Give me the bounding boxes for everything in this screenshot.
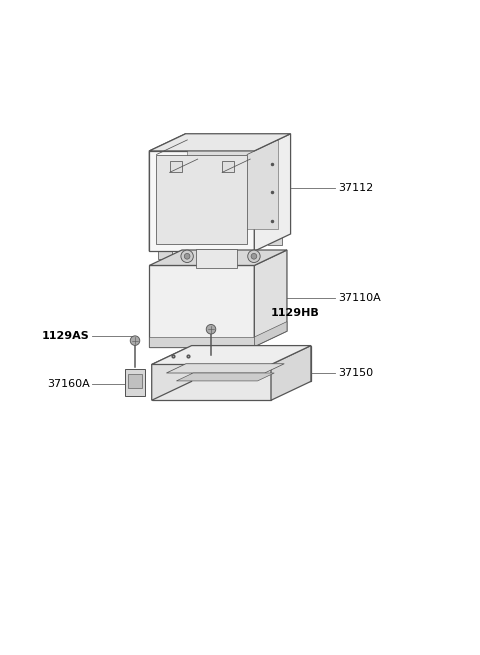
Text: 1129HB: 1129HB (271, 308, 319, 318)
Polygon shape (149, 337, 254, 346)
Polygon shape (167, 364, 284, 373)
Polygon shape (125, 369, 145, 396)
Polygon shape (158, 250, 171, 259)
Polygon shape (254, 134, 290, 251)
Polygon shape (128, 374, 142, 388)
Text: 37110A: 37110A (338, 293, 381, 303)
Bar (222, 161, 234, 172)
Polygon shape (149, 134, 290, 151)
Polygon shape (254, 250, 287, 346)
Circle shape (184, 253, 190, 259)
Text: 37112: 37112 (338, 183, 373, 193)
Polygon shape (176, 373, 274, 381)
Polygon shape (268, 236, 282, 245)
Text: 37160A: 37160A (47, 379, 90, 388)
Polygon shape (254, 322, 287, 346)
Polygon shape (240, 250, 252, 259)
Circle shape (206, 324, 216, 334)
Circle shape (130, 336, 140, 345)
Circle shape (248, 250, 260, 263)
Polygon shape (152, 346, 192, 400)
Polygon shape (187, 236, 201, 245)
Polygon shape (149, 134, 186, 251)
Circle shape (251, 253, 257, 259)
Polygon shape (152, 364, 271, 400)
Polygon shape (149, 250, 287, 265)
Polygon shape (156, 155, 247, 244)
Circle shape (181, 250, 193, 263)
Polygon shape (149, 151, 254, 251)
Polygon shape (271, 346, 311, 400)
Text: 37150: 37150 (338, 368, 373, 378)
Polygon shape (187, 140, 278, 229)
Bar (169, 161, 181, 172)
Polygon shape (192, 346, 311, 381)
Polygon shape (196, 250, 237, 268)
Polygon shape (152, 346, 311, 364)
Text: 1129AS: 1129AS (42, 331, 90, 341)
Polygon shape (149, 265, 254, 346)
